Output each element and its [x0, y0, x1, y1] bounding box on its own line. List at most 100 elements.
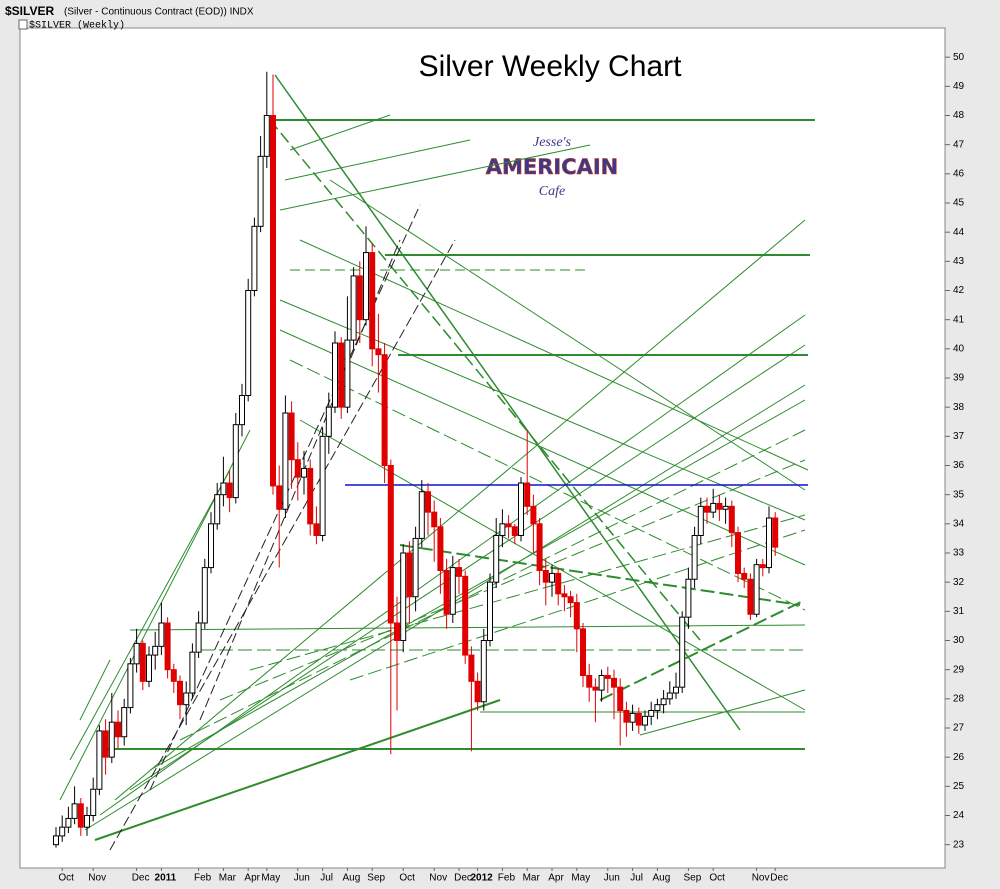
candle-body: [487, 581, 493, 642]
candle-body: [350, 275, 357, 341]
candle-body: [753, 564, 760, 615]
candle-body: [400, 552, 407, 641]
candle-body: [102, 730, 109, 758]
trendline: [279, 144, 591, 211]
y-tick-label: 24: [953, 810, 965, 821]
candle-body: [226, 482, 233, 499]
candle-body: [301, 467, 307, 478]
x-tick-label: Apr: [548, 873, 564, 884]
description: (Silver - Continuous Contract (EOD)) IND…: [64, 7, 254, 18]
candle-body: [232, 424, 239, 499]
candle-body: [759, 564, 766, 569]
y-tick-label: 34: [953, 518, 965, 529]
candle-body: [716, 502, 723, 510]
candle-body: [146, 654, 152, 682]
candle-body: [115, 721, 121, 738]
candle-body: [642, 715, 648, 726]
y-tick-label: 33: [953, 548, 965, 559]
candle-body: [530, 505, 537, 525]
y-tick-label: 48: [953, 110, 965, 121]
y-tick-label: 23: [953, 839, 965, 850]
x-tick-label: May: [261, 873, 280, 884]
trendline: [269, 119, 701, 641]
candle-body: [623, 710, 630, 723]
candle-body: [437, 526, 444, 571]
y-tick-label: 26: [953, 752, 965, 763]
y-tick-label: 30: [953, 635, 965, 646]
x-tick-label: Jul: [630, 873, 643, 884]
candle-body: [65, 817, 72, 828]
candle-body: [257, 155, 264, 227]
trendline: [129, 344, 806, 791]
logo-middle: AMERICAIN: [486, 155, 619, 179]
x-tick-label: 2012: [470, 873, 493, 884]
y-tick-label: 42: [953, 285, 965, 296]
x-tick-label: Apr: [244, 873, 260, 884]
candle-body: [59, 826, 66, 837]
logo: Jesse's AMERICAIN Cafe: [485, 135, 619, 199]
candle-body: [542, 570, 549, 583]
candle-body: [90, 788, 97, 816]
x-tick-label: Nov: [429, 873, 447, 884]
x-tick-label: Nov: [752, 873, 770, 884]
x-tick-label: Dec: [132, 873, 150, 884]
candle-body: [611, 677, 617, 688]
candle-body: [338, 342, 345, 408]
candle-body: [691, 535, 698, 580]
x-tick-label: Jul: [320, 873, 333, 884]
candle-body: [536, 523, 543, 571]
candle-body: [722, 505, 729, 510]
trendline: [399, 544, 801, 606]
x-tick-label: Feb: [194, 873, 212, 884]
candle-body: [766, 517, 772, 569]
trendline: [94, 699, 501, 841]
candle-body: [319, 435, 326, 537]
candle-body: [121, 707, 128, 738]
candle-body: [499, 523, 506, 536]
trendline: [114, 219, 806, 801]
y-tick-label: 47: [953, 139, 965, 150]
candle-body: [573, 602, 580, 630]
y-tick-label: 40: [953, 343, 965, 354]
y-tick-label: 45: [953, 198, 965, 209]
candle-body: [270, 115, 276, 487]
candle-body: [710, 502, 717, 513]
candle-body: [412, 537, 419, 598]
candle-body: [394, 622, 400, 641]
candle-body: [518, 482, 524, 536]
candle-body: [685, 578, 692, 618]
candle-body: [369, 252, 376, 350]
candle-body: [381, 354, 388, 466]
y-tick-label: 39: [953, 373, 965, 384]
candle-body: [53, 835, 59, 846]
trendline: [149, 399, 806, 771]
candle-body: [679, 616, 686, 688]
trendline: [599, 599, 806, 701]
candle-body: [189, 651, 196, 694]
x-tick-label: Sep: [684, 873, 702, 884]
y-tick-label: 44: [953, 227, 965, 238]
candle-body: [406, 552, 413, 598]
candle-body: [152, 645, 159, 656]
candle-body: [735, 532, 741, 574]
candle-body: [673, 686, 679, 694]
x-tick-label: Dec: [770, 873, 788, 884]
series-icon: [18, 19, 28, 30]
candle-body: [468, 654, 475, 682]
candle-body: [555, 572, 562, 595]
candle-body: [592, 686, 599, 691]
candle-body: [183, 692, 190, 706]
x-tick-label: Mar: [219, 873, 237, 884]
x-tick-label: Jun: [294, 873, 310, 884]
candle-body: [629, 712, 636, 723]
candle-body: [307, 467, 314, 525]
y-tick-label: 35: [953, 489, 965, 500]
trendline: [289, 114, 391, 151]
x-tick-label: Oct: [399, 873, 415, 884]
candle-body: [561, 593, 568, 598]
x-tick-label: Aug: [653, 873, 671, 884]
candle-body: [505, 523, 512, 528]
candle-body: [418, 491, 425, 539]
y-tick-label: 28: [953, 693, 965, 704]
